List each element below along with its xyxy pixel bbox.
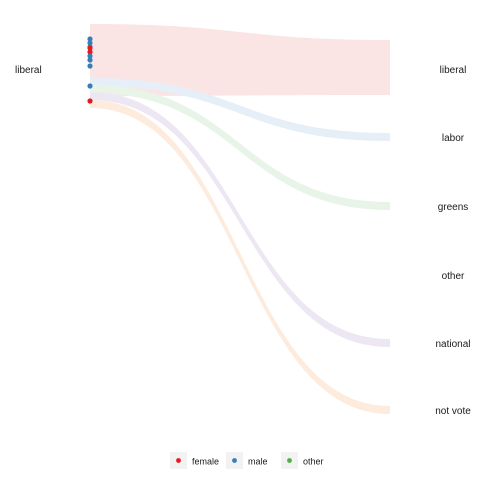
- respondent-points: [87, 36, 93, 104]
- legend: female male other: [170, 452, 324, 469]
- target-label-liberal: liberal: [440, 65, 467, 76]
- target-labels: liberal labor greens other national not vote: [435, 65, 471, 417]
- legend-swatch-female: [176, 458, 181, 463]
- flow-not-vote: [90, 100, 390, 414]
- legend-swatch-male: [232, 458, 237, 463]
- flow-liberal: [90, 24, 390, 96]
- target-label-labor: labor: [442, 133, 465, 144]
- point-female: [87, 98, 93, 104]
- target-label-other: other: [442, 271, 465, 282]
- target-label-not-vote: not vote: [435, 406, 471, 417]
- source-label-liberal: liberal: [15, 65, 42, 76]
- legend-swatch-other: [287, 458, 292, 463]
- target-label-national: national: [435, 339, 470, 350]
- point-male: [87, 36, 93, 42]
- flow-bands: [90, 24, 390, 414]
- legend-label-other: other: [303, 457, 324, 467]
- point-male: [87, 53, 93, 59]
- flow-labor: [90, 78, 390, 141]
- flow-national: [90, 92, 390, 347]
- point-male: [87, 83, 93, 89]
- point-male: [87, 57, 93, 63]
- legend-label-female: female: [192, 457, 219, 467]
- point-male: [87, 63, 93, 69]
- flow-greens: [90, 85, 390, 210]
- target-label-greens: greens: [438, 202, 469, 213]
- point-female: [87, 45, 93, 51]
- point-male: [87, 40, 93, 46]
- legend-label-male: male: [248, 457, 268, 467]
- point-female: [87, 49, 93, 55]
